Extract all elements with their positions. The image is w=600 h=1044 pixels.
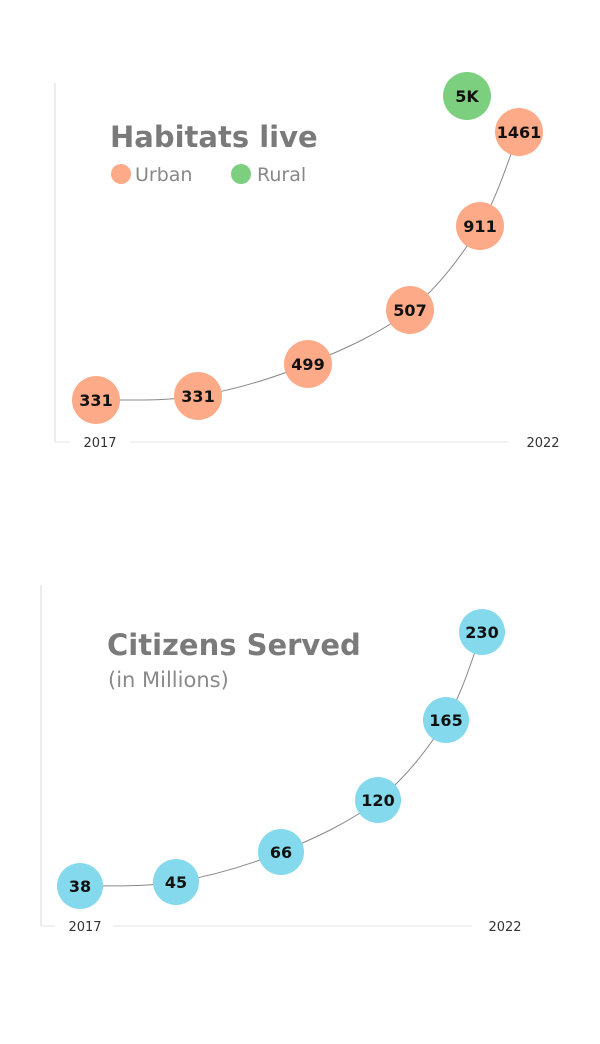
urban-value-label-3: 507 [393,301,426,320]
chart1-title: Habitats live [110,120,318,154]
citizens-point-0 [57,863,103,909]
rural-value-label-0: 5K [455,87,479,106]
citizens-point-2 [258,829,304,875]
citizens-point-1 [153,859,199,905]
urban-point-1 [174,372,222,420]
citizens-point-5 [459,609,505,655]
chart2-x-start-label: 2017 [68,920,101,935]
citizens-value-label-1: 45 [165,873,187,892]
chart1-x-start-label: 2017 [83,436,116,451]
citizens-value-label-2: 66 [270,843,292,862]
chart2-subtitle: (in Millions) [108,668,229,692]
legend-urban-label: Urban [135,164,192,186]
legend-rural-label: Rural [257,164,306,186]
urban-point-2 [284,340,332,388]
urban-value-label-1: 331 [181,387,214,406]
citizens-point-3 [355,777,401,823]
citizens-value-label-5: 230 [465,623,498,642]
urban-value-label-5: 1461 [497,123,542,142]
urban-value-label-0: 331 [79,391,112,410]
urban-point-0 [72,376,120,424]
chart2-x-end-label: 2022 [488,920,521,935]
citizens-value-label-4: 165 [429,711,462,730]
urban-point-4 [456,202,504,250]
legend-urban-swatch [111,164,131,184]
citizens-point-4 [423,697,469,743]
citizens-value-label-0: 38 [69,877,91,896]
urban-point-3 [386,286,434,334]
urban-value-label-4: 911 [463,217,496,236]
legend-rural-swatch [231,164,251,184]
citizens-value-label-3: 120 [361,791,394,810]
rural-point-0 [443,72,491,120]
chart2-title: Citizens Served [107,628,361,662]
urban-point-5 [495,108,543,156]
chart1-x-end-label: 2022 [526,436,559,451]
urban-value-label-2: 499 [291,355,324,374]
